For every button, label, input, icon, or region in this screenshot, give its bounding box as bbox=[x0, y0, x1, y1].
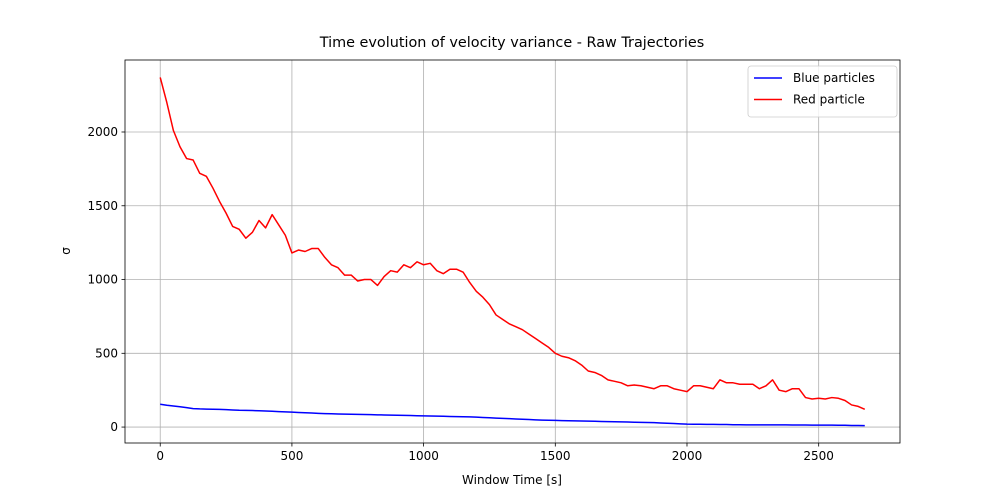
x-tick-label: 500 bbox=[280, 449, 303, 463]
x-tick-label: 1500 bbox=[540, 449, 571, 463]
legend-label: Red particle bbox=[793, 93, 865, 107]
x-tick-label: 2000 bbox=[672, 449, 703, 463]
legend-box bbox=[747, 65, 898, 118]
y-tick-label: 500 bbox=[95, 346, 118, 360]
legend-label: Blue particles bbox=[793, 71, 875, 85]
x-tick-label: 1000 bbox=[408, 449, 439, 463]
chart-title: Time evolution of velocity variance - Ra… bbox=[319, 35, 705, 51]
y-tick-label: 0 bbox=[110, 420, 118, 434]
series-line bbox=[159, 77, 866, 411]
y-tick-label: 2000 bbox=[87, 125, 118, 139]
y-tick-label: 1000 bbox=[87, 273, 118, 287]
y-tick-label: 1500 bbox=[87, 199, 118, 213]
x-tick-label: 2500 bbox=[803, 449, 834, 463]
x-axis-label: Window Time [s] bbox=[462, 473, 562, 487]
plot-frame bbox=[124, 59, 901, 444]
legend: Blue particles Red particle bbox=[747, 65, 898, 118]
series-line bbox=[160, 403, 865, 427]
x-tick-label: 0 bbox=[156, 449, 164, 463]
y-axis-label: σ bbox=[59, 247, 73, 255]
